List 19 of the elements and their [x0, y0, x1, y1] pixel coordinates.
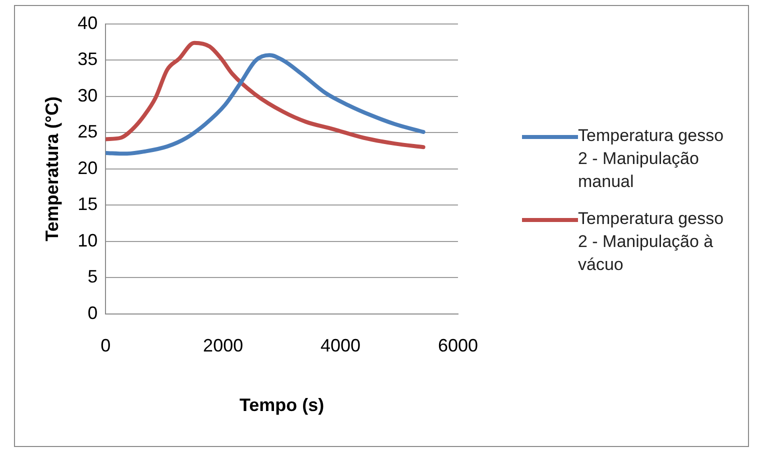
x-axis-title: Tempo (s): [239, 395, 324, 416]
y-tick-label: 20: [78, 158, 98, 178]
y-tick-label: 35: [78, 49, 98, 70]
x-tick-label: 2000: [203, 336, 244, 356]
y-tick-label: 5: [88, 266, 98, 287]
legend-label: Temperatura gesso 2 - Manipulação à vácuo: [578, 208, 725, 276]
y-axis-title: Temperatura (°C): [42, 96, 62, 242]
y-tick-label: 0: [88, 302, 98, 323]
legend-label: Temperatura gesso 2 - Manipulação manual: [578, 125, 725, 193]
y-tick-label: 15: [78, 194, 98, 214]
x-tick-label: 6000: [438, 336, 478, 356]
y-tick-label: 25: [78, 122, 98, 142]
x-tick-label: 0: [100, 336, 111, 356]
line-series: [106, 40, 426, 150]
y-tick-label: 30: [78, 85, 98, 106]
y-tick-label: 10: [78, 230, 98, 250]
line-series: [106, 53, 426, 156]
y-tick-label: 40: [78, 12, 98, 33]
x-tick-label: 4000: [320, 336, 361, 356]
